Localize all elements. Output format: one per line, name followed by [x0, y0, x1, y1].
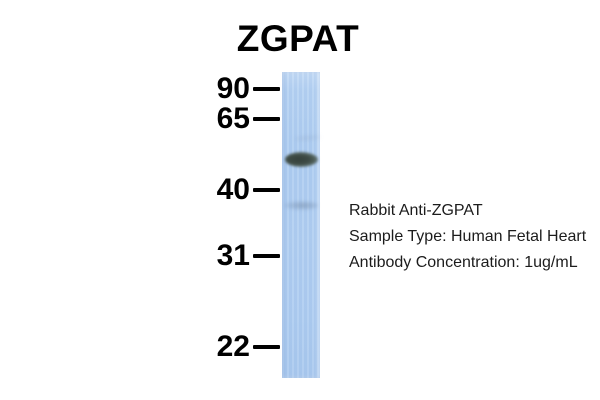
ladder-marker-31: 31	[180, 239, 280, 273]
ladder-marker-40: 40	[180, 173, 280, 207]
ladder-label-40: 40	[216, 173, 250, 206]
annotation-block: Rabbit Anti-ZGPAT Sample Type: Human Fet…	[349, 198, 586, 276]
blot-lane	[282, 72, 321, 378]
ladder-tick-65	[253, 117, 280, 121]
ladder-marker-65: 65	[180, 102, 280, 136]
lane-artifact-smudge	[293, 134, 321, 142]
ladder-marker-22: 22	[180, 330, 280, 364]
ladder-tick-31	[253, 254, 280, 258]
protein-band-main	[285, 152, 318, 167]
ladder-tick-40	[253, 188, 280, 192]
ladder-tick-22	[253, 345, 280, 349]
ladder-tick-90	[253, 87, 280, 91]
protein-band-faint	[284, 201, 318, 210]
ladder-label-22: 22	[216, 330, 250, 363]
ladder-label-90: 90	[216, 72, 250, 105]
ladder-label-65: 65	[216, 102, 250, 135]
annotation-concentration: Antibody Concentration: 1ug/mL	[349, 254, 578, 271]
annotation-sample-type: Sample Type: Human Fetal Heart	[349, 228, 587, 245]
figure-title: ZGPAT	[236, 18, 360, 59]
ladder-label-31: 31	[216, 239, 250, 272]
ladder-marker-90: 90	[180, 72, 280, 106]
annotation-antibody: Rabbit Anti-ZGPAT	[349, 202, 483, 219]
